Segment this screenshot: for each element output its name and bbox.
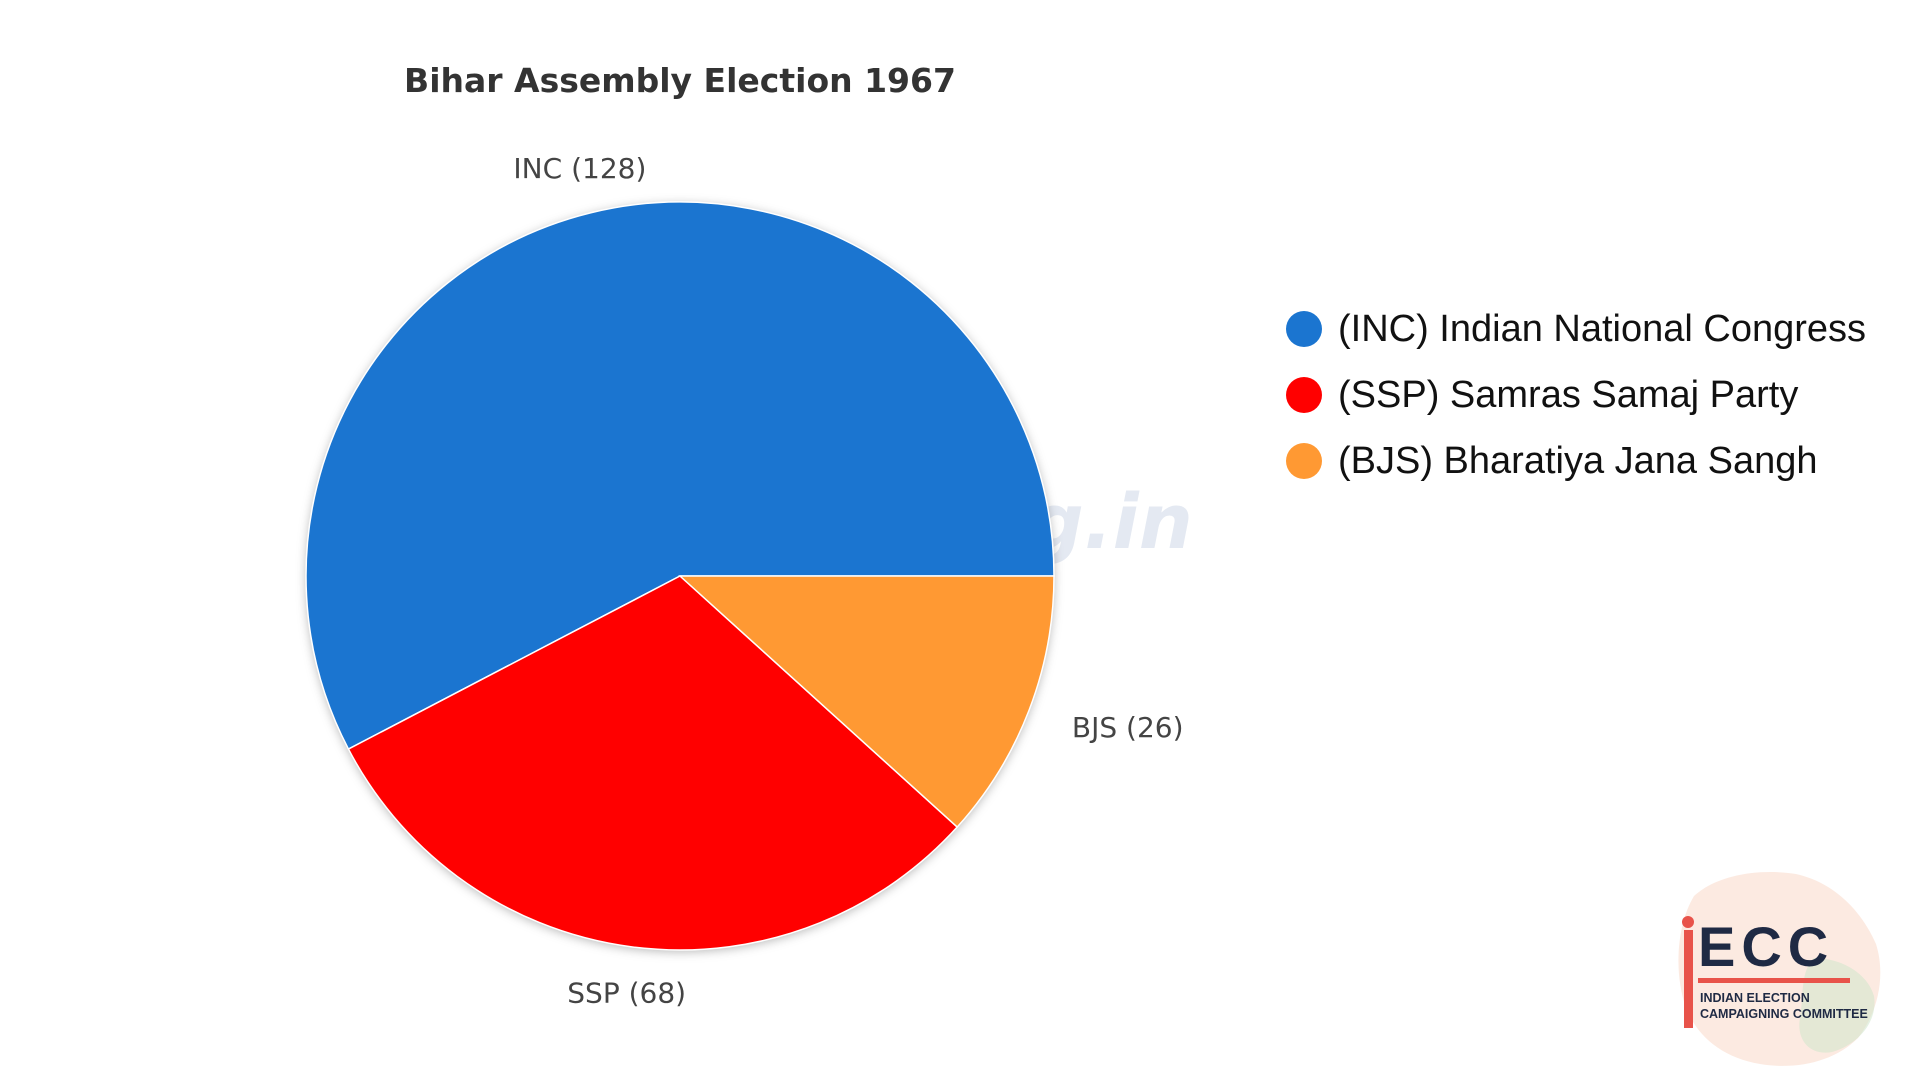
pie-slice-bjs	[678, 575, 1055, 829]
slice-label-ssp: SSP (68)	[567, 977, 686, 1010]
logo-line-2: CAMPAIGNING COMMITTEE	[1700, 1007, 1868, 1021]
legend-label-inc: (INC) Indian National Congress	[1338, 307, 1867, 350]
legend-label-ssp: (SSP) Samras Samaj Party	[1338, 373, 1799, 416]
pie-slices	[305, 201, 1055, 951]
legend: (INC) Indian National Congress (SSP) Samr…	[1286, 296, 1920, 494]
legend-item-bjs: (BJS) Bharatiya Jana Sangh	[1286, 428, 1920, 494]
legend-dot-ssp	[1286, 377, 1322, 413]
logo-i-dot	[1682, 916, 1694, 928]
iecc-logo: ECC INDIAN ELECTION CAMPAIGNING COMMITTE…	[1678, 872, 1881, 1066]
logo-i-stem	[1684, 930, 1693, 1028]
pie-slice-inc	[305, 201, 1055, 751]
legend-label-bjs: (BJS) Bharatiya Jana Sangh	[1338, 439, 1818, 482]
legend-item-ssp: (SSP) Samras Samaj Party	[1286, 362, 1920, 428]
pie-slice-ssp	[347, 575, 959, 951]
slice-label-bjs: BJS (26)	[1072, 711, 1184, 744]
logo-letters: ECC	[1698, 915, 1834, 978]
slice-label-inc: INC (128)	[513, 152, 646, 185]
legend-item-inc: (INC) Indian National Congress	[1286, 296, 1920, 362]
logo-underline	[1698, 978, 1850, 983]
chart-title: Bihar Assembly Election 1967	[404, 61, 956, 100]
legend-dot-bjs	[1286, 443, 1322, 479]
legend-dot-inc	[1286, 311, 1322, 347]
logo-line-1: INDIAN ELECTION	[1700, 991, 1810, 1005]
pie-slice-labels: INC (128) SSP (68) BJS (26)	[513, 152, 1184, 1010]
